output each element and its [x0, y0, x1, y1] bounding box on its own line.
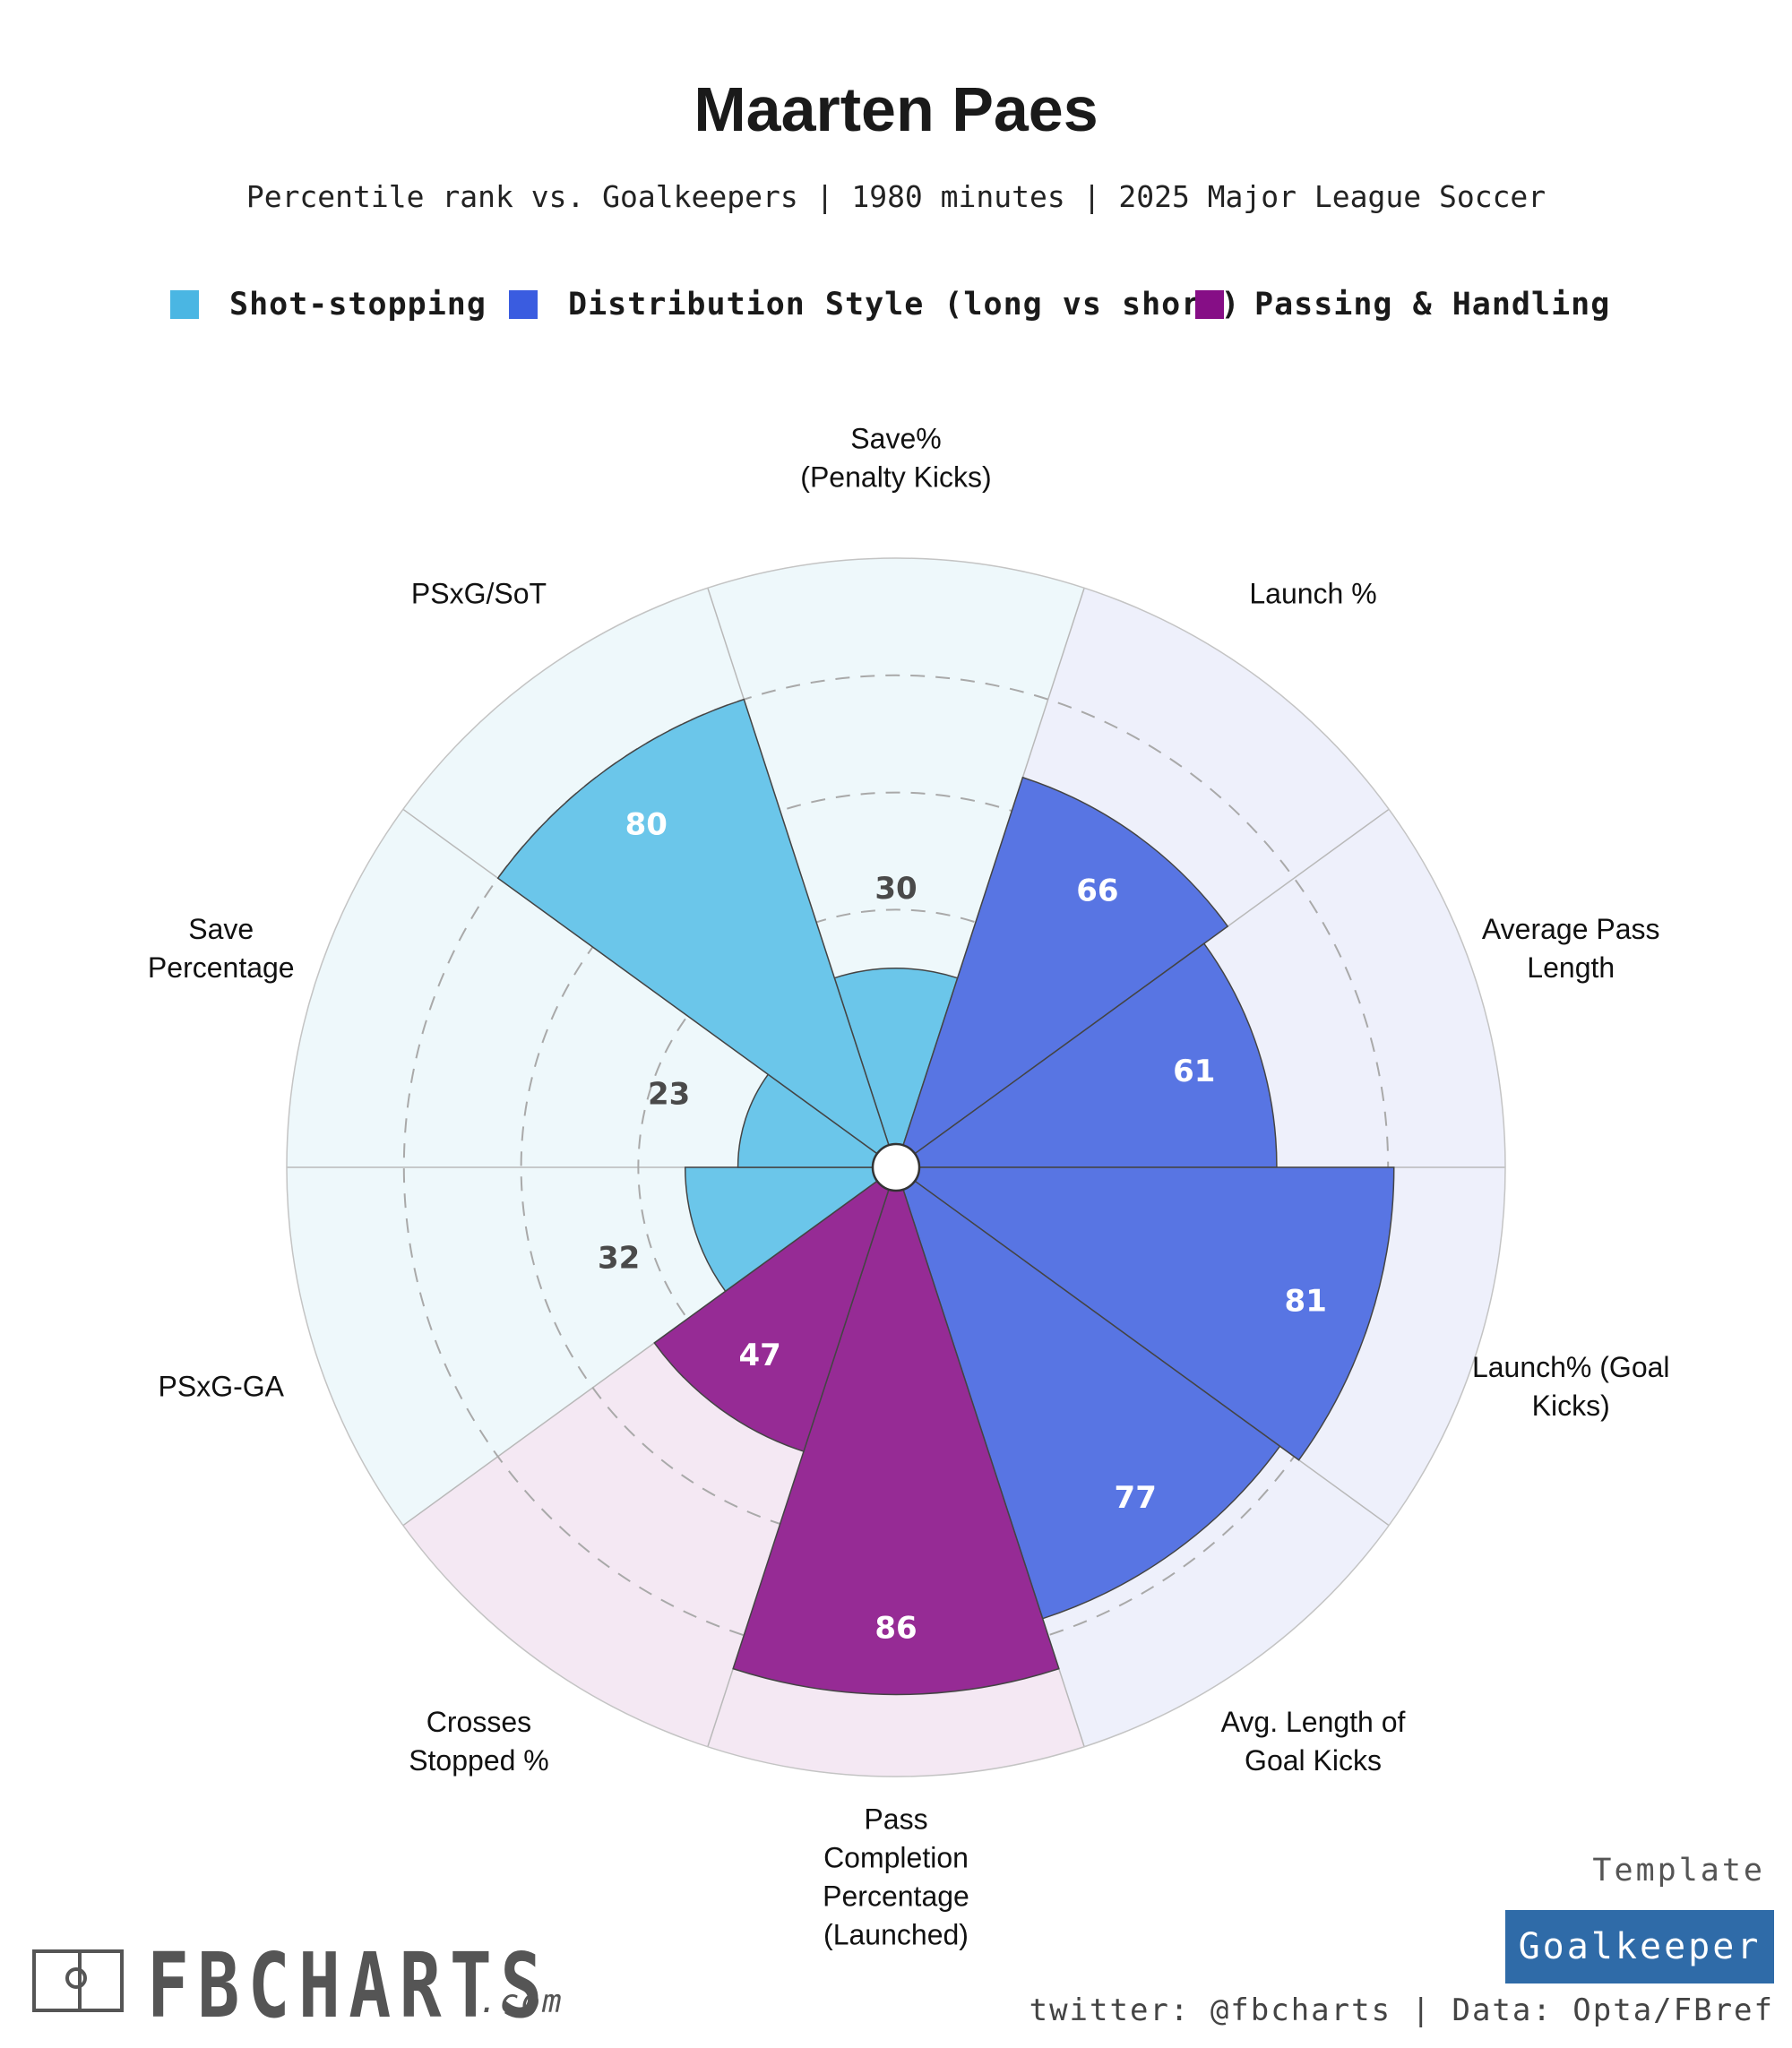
- value-label-launch-goal-kicks: 81: [1285, 1284, 1327, 1320]
- fbcharts-logo: FBCHARTS .com: [32, 1933, 588, 2038]
- legend: Shot-stopping Distribution Style (long v…: [0, 285, 1792, 324]
- axis-label-avg-length-of-goal-kicks: Avg. Length of Goal Kicks: [1221, 1706, 1406, 1777]
- outer-ring: [286, 557, 1506, 1777]
- value-label-average-pass-length: 61: [1173, 1054, 1215, 1089]
- bar-launch: [894, 776, 1229, 1169]
- pitch-icon: [32, 1949, 124, 2012]
- value-label-avg-length-of-goal-kicks: 77: [1115, 1480, 1157, 1516]
- value-label-launch: 66: [1076, 873, 1118, 908]
- axis-label-pass-completion-percentage-launched: Pass Completion Percentage (Launched): [823, 1803, 969, 1951]
- legend-item-shot-stopping: Shot-stopping: [170, 285, 487, 324]
- axis-label-save-penalty-kicks: Save% (Penalty Kicks): [800, 423, 991, 494]
- value-label-crosses-stopped: 47: [738, 1338, 780, 1373]
- bar-avg-length-of-goal-kicks: [894, 1166, 1281, 1620]
- background-sector-save-penalty-kicks: [707, 558, 1085, 1167]
- axis-label-launch: Launch %: [1249, 577, 1376, 609]
- template-label: Template: [1592, 1853, 1765, 1889]
- legend-item-passing-handling: Passing & Handling: [1195, 285, 1610, 324]
- bar-psxg-ga: [684, 1166, 899, 1293]
- value-label-save-percentage: 23: [648, 1077, 690, 1113]
- axis-label-average-pass-length: Average Pass Length: [1482, 913, 1660, 984]
- value-label-save-penalty-kicks: 30: [874, 871, 917, 907]
- value-label-psxg-ga: 32: [598, 1241, 640, 1277]
- brand-name: FBCHARTS: [147, 1933, 551, 2038]
- axis-label-crosses-stopped: Crosses Stopped %: [409, 1706, 549, 1777]
- axis-label-psxg-sot: PSxG/SoT: [411, 577, 547, 609]
- legend-swatch-shot-stopping: [170, 290, 199, 319]
- value-label-pass-completion-percentage-launched: 86: [874, 1610, 917, 1646]
- bar-launch-goal-kicks: [893, 1166, 1395, 1461]
- legend-label-passing-handling: Passing & Handling: [1254, 287, 1611, 323]
- legend-item-distribution-style: Distribution Style (long vs short): [509, 285, 1240, 324]
- bar-psxg-sot: [496, 698, 898, 1169]
- legend-swatch-distribution-style: [509, 290, 538, 319]
- value-label-psxg-sot: 80: [625, 806, 668, 842]
- axis-label-psxg-ga: PSxG-GA: [159, 1371, 285, 1403]
- bar-average-pass-length: [893, 942, 1278, 1168]
- credits: twitter: @fbcharts | Data: Opta/FBref: [1029, 1992, 1774, 2028]
- brand-suffix: .com: [478, 1983, 564, 2020]
- legend-label-shot-stopping: Shot-stopping: [229, 287, 487, 323]
- bar-crosses-stopped: [653, 1166, 898, 1453]
- legend-label-distribution-style: Distribution Style (long vs short): [568, 287, 1241, 323]
- legend-swatch-passing-handling: [1195, 290, 1224, 319]
- axis-label-launch-goal-kicks: Launch% (Goal Kicks): [1472, 1351, 1670, 1422]
- center-hole: [871, 1142, 921, 1192]
- chart-title: Maarten Paes: [694, 74, 1098, 144]
- background-sector-save-percentage: [287, 809, 896, 1167]
- template-badge: Goalkeeper: [1505, 1910, 1774, 1983]
- axis-label-save-percentage: Save Percentage: [148, 913, 295, 984]
- chart-subtitle: Percentile rank vs. Goalkeepers | 1980 m…: [246, 179, 1546, 214]
- bar-pass-completion-percentage-launched: [732, 1165, 1060, 1696]
